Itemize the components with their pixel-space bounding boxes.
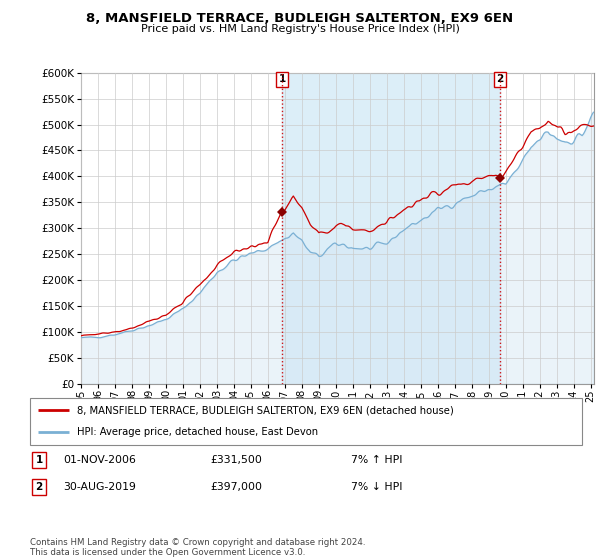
Text: 01-NOV-2006: 01-NOV-2006 bbox=[63, 455, 136, 465]
Text: Contains HM Land Registry data © Crown copyright and database right 2024.
This d: Contains HM Land Registry data © Crown c… bbox=[30, 538, 365, 557]
Text: 2: 2 bbox=[35, 482, 43, 492]
Text: 7% ↓ HPI: 7% ↓ HPI bbox=[351, 482, 403, 492]
Text: Price paid vs. HM Land Registry's House Price Index (HPI): Price paid vs. HM Land Registry's House … bbox=[140, 24, 460, 34]
Text: 1: 1 bbox=[278, 74, 286, 85]
Text: 7% ↑ HPI: 7% ↑ HPI bbox=[351, 455, 403, 465]
Text: £397,000: £397,000 bbox=[210, 482, 262, 492]
Text: 8, MANSFIELD TERRACE, BUDLEIGH SALTERTON, EX9 6EN (detached house): 8, MANSFIELD TERRACE, BUDLEIGH SALTERTON… bbox=[77, 405, 454, 416]
Text: 30-AUG-2019: 30-AUG-2019 bbox=[63, 482, 136, 492]
Text: £331,500: £331,500 bbox=[210, 455, 262, 465]
Text: 2: 2 bbox=[496, 74, 503, 85]
Bar bbox=[282, 73, 500, 384]
Text: 8, MANSFIELD TERRACE, BUDLEIGH SALTERTON, EX9 6EN: 8, MANSFIELD TERRACE, BUDLEIGH SALTERTON… bbox=[86, 12, 514, 25]
Text: 1: 1 bbox=[35, 455, 43, 465]
Text: HPI: Average price, detached house, East Devon: HPI: Average price, detached house, East… bbox=[77, 427, 318, 437]
